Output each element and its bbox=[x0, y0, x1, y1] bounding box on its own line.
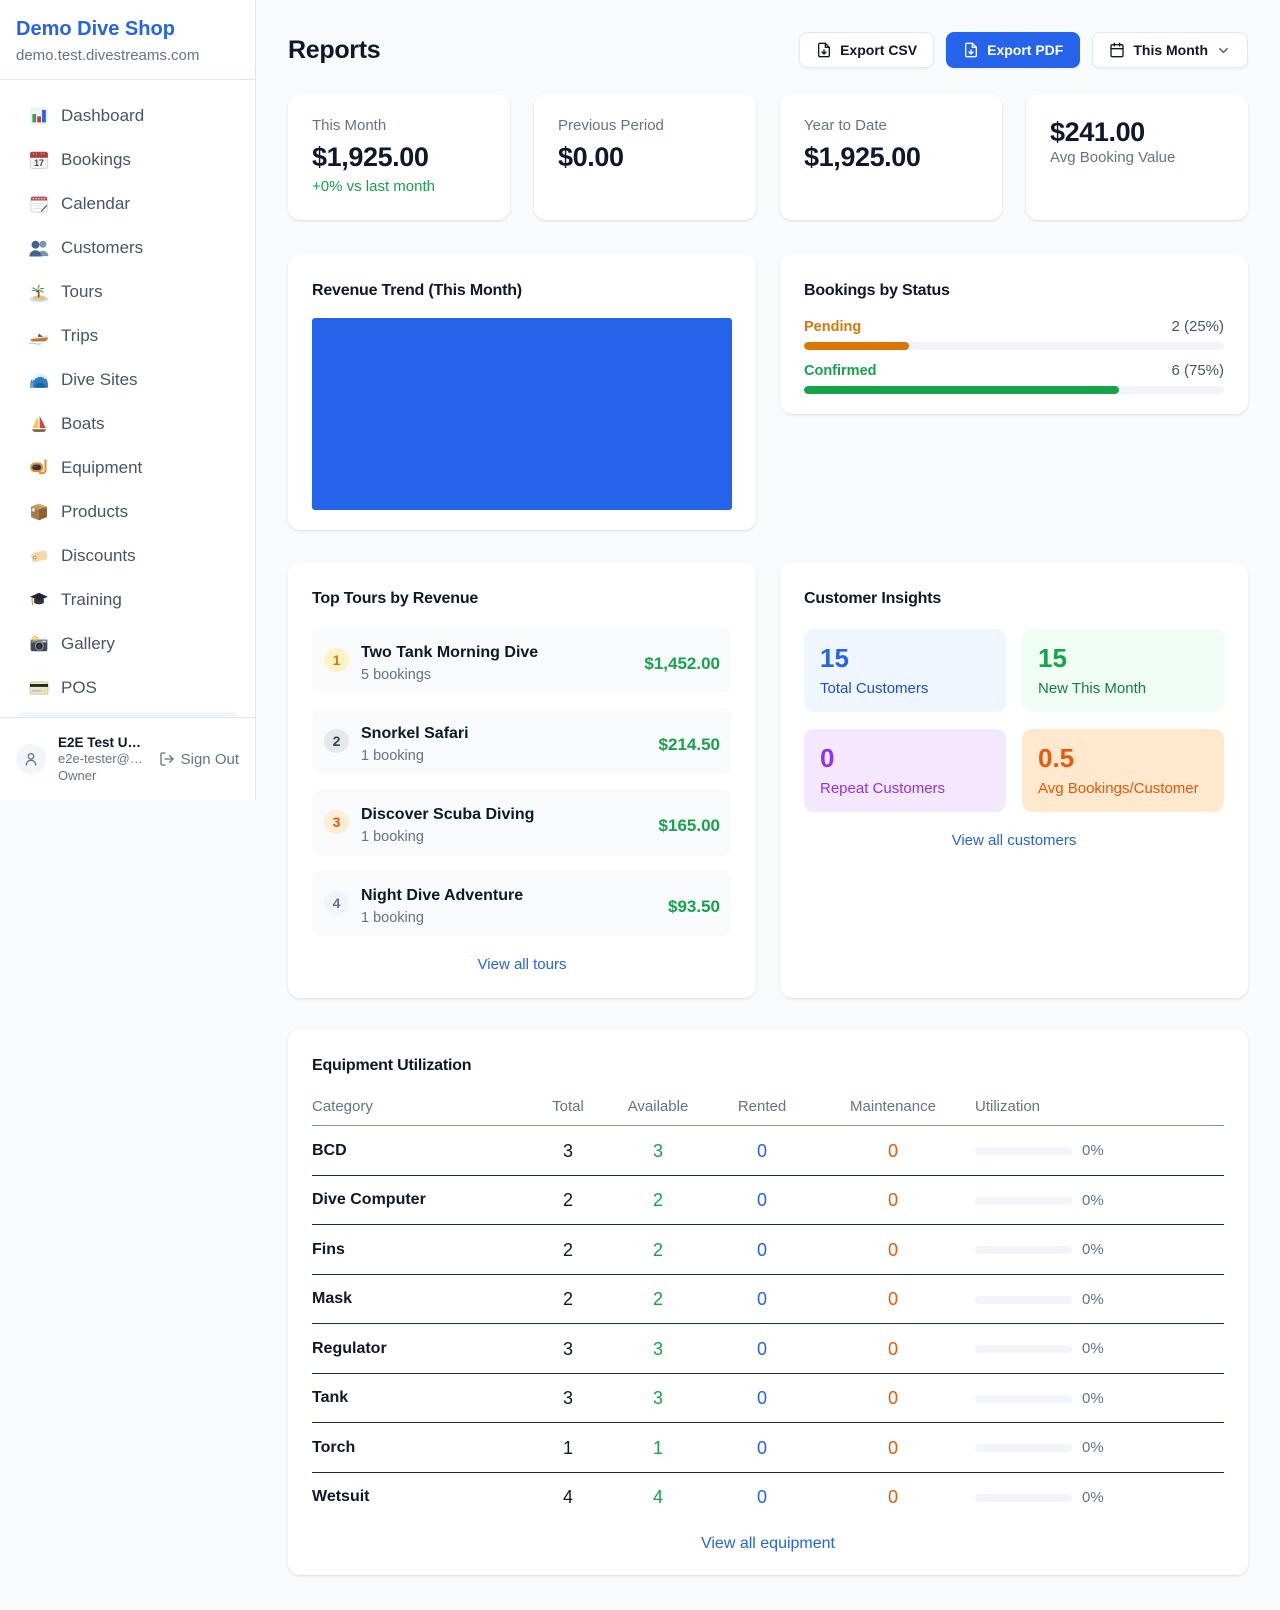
svg-text:17: 17 bbox=[34, 158, 44, 168]
